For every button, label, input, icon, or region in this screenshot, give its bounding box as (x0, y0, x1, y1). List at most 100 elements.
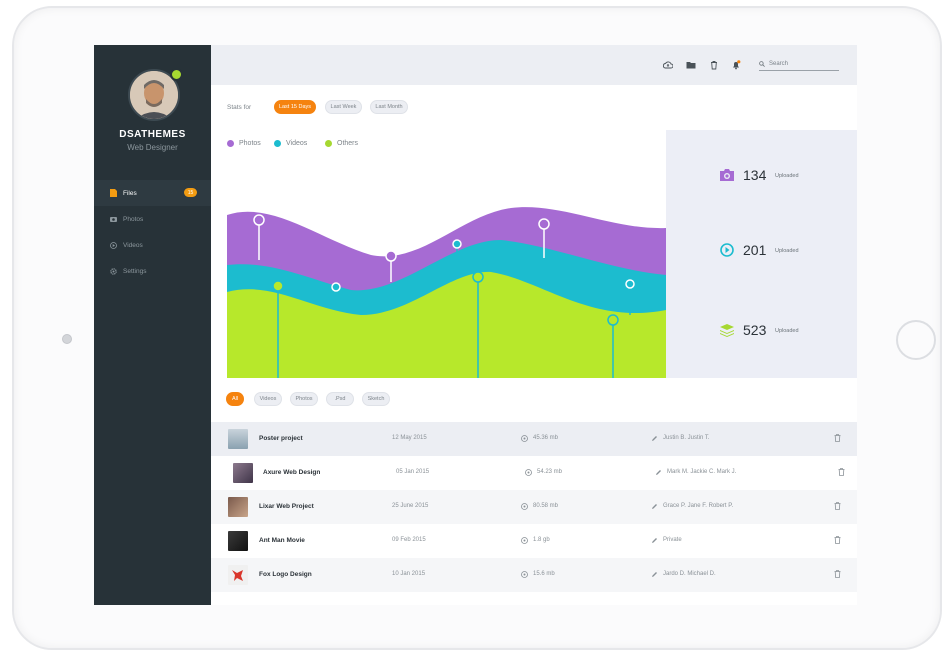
delete-icon[interactable] (834, 502, 841, 510)
file-date: 12 May 2015 (392, 435, 427, 441)
chart-markers (253, 214, 635, 378)
file-collaborators: Grace P. Jane F. Robert P. (663, 503, 734, 509)
trash-icon[interactable] (709, 60, 719, 70)
chart-svg (227, 207, 666, 378)
files-count-badge: 15 (184, 188, 197, 197)
file-size: 45.36 mb (533, 435, 559, 441)
delete-icon[interactable] (838, 468, 845, 476)
legend-photos[interactable]: Photos (227, 140, 261, 147)
sidebar-item-label: Files (123, 189, 137, 197)
online-status-dot (170, 68, 183, 81)
camera-icon (720, 169, 734, 181)
storage-icon (521, 435, 528, 442)
table-row[interactable]: Ant Man Movie 09 Feb 2015 1.8 gb Private (211, 524, 857, 558)
filter-videos[interactable]: Videos (254, 392, 282, 406)
filter-all[interactable]: All (226, 392, 244, 406)
pencil-icon (652, 538, 657, 543)
camera-icon (110, 216, 117, 223)
bell-icon[interactable] (731, 60, 741, 70)
file-collaborators: Mark M. Jackie C. Mark J. (667, 469, 737, 475)
table-row[interactable]: Fox Logo Design 10 Jan 2015 15.6 mb Jard… (211, 558, 857, 592)
file-thumbnail (228, 531, 248, 551)
legend-videos[interactable]: Videos (274, 140, 307, 147)
others-uploaded-label: Uploaded (775, 328, 799, 334)
file-name: Fox Logo Design (259, 571, 312, 578)
folder-icon[interactable] (686, 60, 696, 70)
file-collaborators: Jardo D. Michael D. (663, 571, 716, 577)
photos-uploaded-label: Uploaded (775, 173, 799, 179)
user-role: Web Designer (127, 143, 178, 152)
sidebar-item-settings[interactable]: Settings (94, 258, 211, 284)
delete-icon[interactable] (834, 570, 841, 578)
layers-icon (720, 324, 734, 337)
file-thumbnail (228, 497, 248, 517)
file-collaborators: Justin B. Justin T. (663, 435, 710, 441)
pencil-icon (656, 470, 661, 475)
filter-sketch[interactable]: Sketch (362, 392, 390, 406)
filter-photos[interactable]: Photos (290, 392, 318, 406)
pencil-icon (652, 572, 657, 577)
legend-label: Others (337, 140, 359, 147)
range-last-month[interactable]: Last Month (370, 100, 408, 114)
storage-icon (525, 469, 532, 476)
legend-videos-dot (274, 140, 281, 147)
filter-psd[interactable]: .Psd (326, 392, 354, 406)
table-row[interactable]: Poster project 12 May 2015 45.36 mb Just… (211, 422, 857, 456)
others-uploaded-count: 523 (743, 322, 767, 338)
pencil-icon (652, 436, 657, 441)
upload-summary-panel: 134 Uploaded 201 Uploaded 523 Uploaded (666, 130, 857, 378)
sidebar-item-files[interactable]: Files 15 (94, 180, 211, 206)
photos-uploaded-count: 134 (743, 167, 767, 183)
main-content: Search Stats for Last 15 Days Last Week … (211, 45, 857, 605)
videos-uploaded-label: Uploaded (775, 248, 799, 254)
range-last-week[interactable]: Last Week (325, 100, 362, 114)
sidebar-item-label: Photos (123, 215, 144, 223)
videos-uploaded-stat: 201 Uploaded (666, 238, 857, 262)
pencil-icon (652, 504, 657, 509)
videos-uploaded-count: 201 (743, 242, 767, 258)
file-date: 25 June 2015 (392, 503, 429, 509)
delete-icon[interactable] (834, 434, 841, 442)
sidebar: DSATHEMES Web Designer Files 15 Photos (94, 45, 211, 605)
file-collaborators: Private (663, 537, 682, 543)
others-area (227, 271, 666, 378)
play-icon (110, 241, 117, 249)
search-field[interactable]: Search (759, 57, 839, 71)
sidebar-nav: Files 15 Photos Videos Settings (94, 180, 211, 284)
legend-photos-dot (227, 140, 234, 147)
file-thumbnail (233, 463, 253, 483)
sidebar-item-photos[interactable]: Photos (94, 206, 211, 232)
play-icon (720, 243, 734, 257)
home-button[interactable] (896, 320, 936, 360)
range-last-15-days[interactable]: Last 15 Days (274, 100, 316, 114)
app-screen: DSATHEMES Web Designer Files 15 Photos (94, 45, 857, 605)
file-icon (110, 189, 117, 197)
user-name: DSATHEMES (119, 129, 186, 140)
others-uploaded-stat: 523 Uploaded (666, 318, 857, 342)
stats-for-label: Stats for (227, 104, 252, 111)
file-name: Lixar Web Project (259, 503, 314, 510)
legend-label: Videos (286, 140, 308, 147)
cloud-upload-icon[interactable] (663, 60, 673, 70)
file-name: Axure Web Design (263, 469, 321, 476)
camera-lens (62, 334, 72, 344)
storage-icon (521, 503, 528, 510)
legend-others-dot (325, 140, 332, 147)
legend-others[interactable]: Others (325, 140, 358, 147)
delete-icon[interactable] (834, 536, 841, 544)
file-thumbnail (228, 565, 248, 585)
search-placeholder: Search (769, 60, 789, 67)
photos-uploaded-stat: 134 Uploaded (666, 163, 857, 187)
file-date: 09 Feb 2015 (392, 537, 426, 543)
file-name: Poster project (259, 435, 303, 442)
file-size: 80.58 mb (533, 503, 559, 509)
stacked-area-chart (211, 130, 666, 378)
sidebar-item-label: Videos (123, 241, 143, 249)
file-size: 15.6 mb (533, 571, 555, 577)
file-size: 54.23 mb (537, 469, 563, 475)
file-name: Ant Man Movie (259, 537, 305, 544)
table-row[interactable]: Axure Web Design 05 Jan 2015 54.23 mb Ma… (211, 456, 857, 490)
sidebar-item-videos[interactable]: Videos (94, 232, 211, 258)
table-row[interactable]: Lixar Web Project 25 June 2015 80.58 mb … (211, 490, 857, 524)
gear-icon (110, 267, 117, 275)
